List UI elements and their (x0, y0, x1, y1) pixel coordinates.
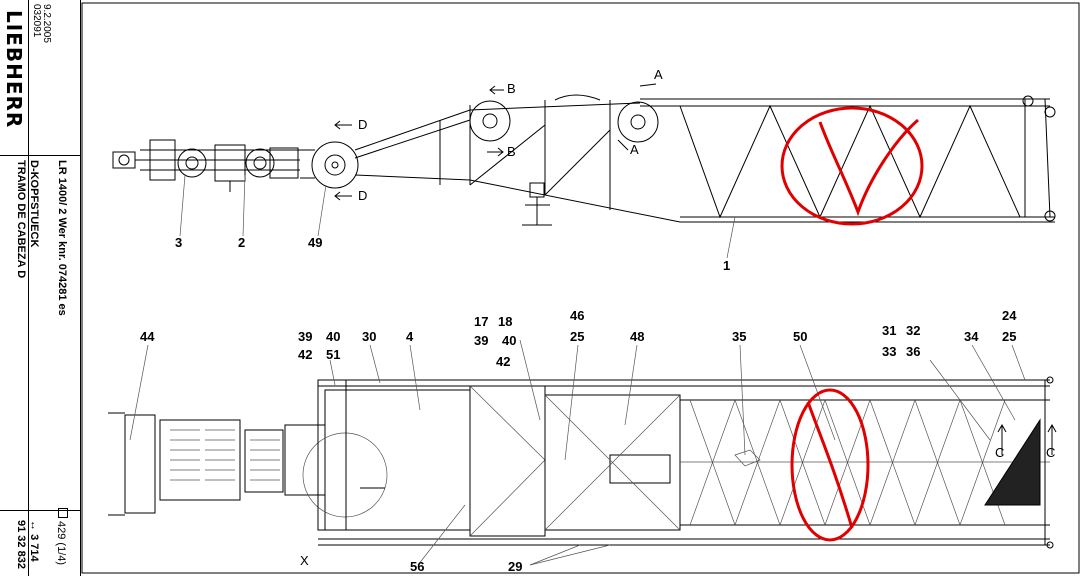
callout-40: 40 (326, 329, 340, 344)
callout-33: 33 (882, 344, 896, 359)
boom-transition (354, 94, 681, 226)
red-markup (780, 106, 924, 542)
callout-35: 35 (732, 329, 746, 344)
callout-18: 18 (498, 314, 512, 329)
section-arrow-icon (489, 85, 504, 95)
markup-check-mark (818, 118, 919, 217)
callout-36: 36 (906, 344, 920, 359)
callout-4: 4 (406, 329, 414, 344)
section-label: D (358, 117, 367, 132)
callout-3: 3 (175, 235, 182, 250)
section-label: B (507, 81, 516, 96)
section-label: C (995, 445, 1004, 460)
mesh-panel (984, 418, 1041, 506)
section-arrow-icon (1047, 423, 1057, 455)
callout-25b: 25 (1002, 329, 1016, 344)
callout-48: 48 (630, 329, 644, 344)
callout-31: 31 (882, 323, 896, 338)
callout-24: 24 (1002, 308, 1017, 323)
hook-assembly (112, 139, 300, 192)
section-arrow-icon (334, 191, 352, 201)
top-view: C C X (108, 308, 1057, 574)
markup-circle-top (780, 106, 924, 226)
callout-50: 50 (793, 329, 807, 344)
section-arrow-icon (487, 147, 504, 157)
markup-slash (806, 401, 854, 529)
head-section-top (284, 379, 1050, 546)
section-arrow-icon (334, 120, 352, 130)
section-label: C (1046, 445, 1055, 460)
markup-circle-bottom (790, 388, 870, 542)
callout-49: 49 (308, 235, 322, 250)
callout-32: 32 (906, 323, 920, 338)
callout-56: 56 (410, 559, 424, 574)
callout-30: 30 (362, 329, 376, 344)
section-arrow-icon (617, 139, 629, 151)
callout-39: 39 (298, 329, 312, 344)
side-view: B B A A D D 3 2 49 1 (112, 67, 1056, 273)
lattice-boom-top (680, 376, 1054, 549)
callout-46: 46 (570, 308, 584, 323)
callouts-top: 44 39 40 30 42 51 4 17 18 39 40 42 46 25… (140, 308, 1017, 574)
callout-2: 2 (238, 235, 245, 250)
callout-44: 44 (140, 329, 155, 344)
callout-51: 51 (326, 347, 340, 362)
callout-39b: 39 (474, 333, 488, 348)
callouts-side: 3 2 49 1 (175, 174, 736, 273)
hook-block-top (108, 412, 284, 516)
lattice-boom-side (640, 95, 1056, 223)
callout-34: 34 (964, 329, 979, 344)
section-label: D (358, 188, 367, 203)
callout-42: 42 (298, 347, 312, 362)
section-arrow-icon (639, 83, 657, 87)
section-label: A (630, 142, 639, 157)
section-label: X (300, 553, 309, 568)
section-marks-top: C C X (300, 423, 1057, 568)
callout-17: 17 (474, 314, 488, 329)
section-arrow-icon (997, 423, 1007, 455)
leaders-top (129, 339, 1026, 566)
section-label: B (507, 144, 516, 159)
callout-42b: 42 (496, 354, 510, 369)
title-block (0, 0, 81, 576)
drawing-frame (81, 2, 1080, 574)
callout-25: 25 (570, 329, 584, 344)
section-label: A (654, 67, 663, 82)
callout-29: 29 (508, 559, 522, 574)
callout-1: 1 (723, 258, 730, 273)
pulley-49 (300, 141, 359, 189)
callout-40b: 40 (502, 333, 516, 348)
section-marks-side: B B A A D D (334, 67, 663, 203)
